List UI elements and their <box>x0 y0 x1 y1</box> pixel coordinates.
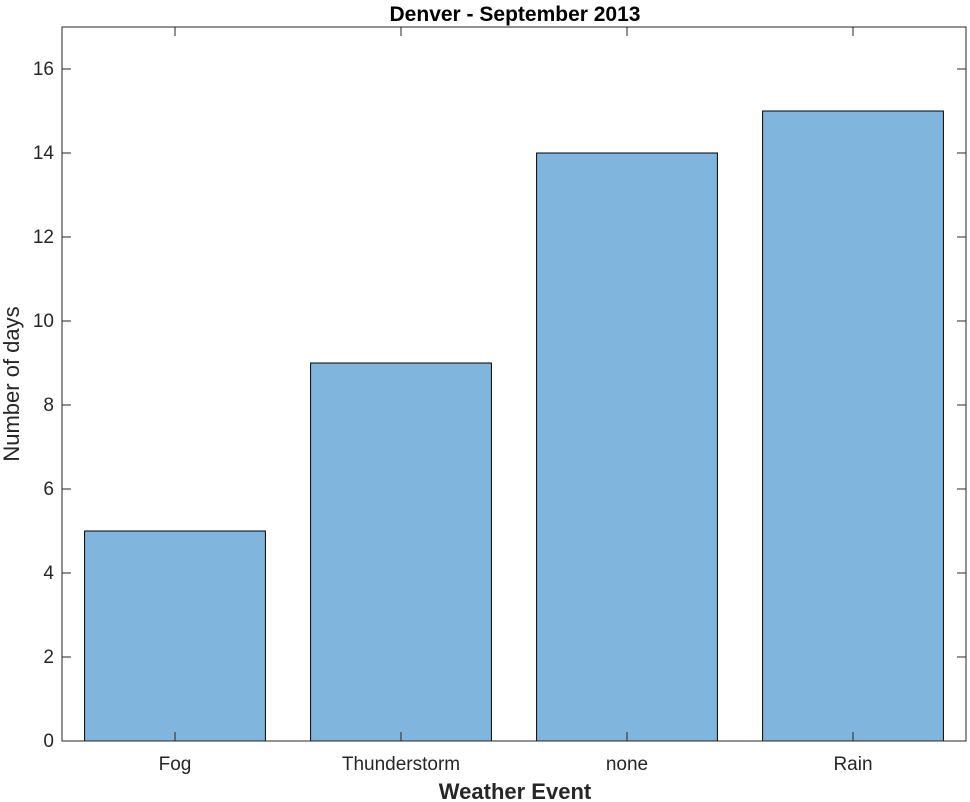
x-tick-label-rain: Rain <box>833 754 872 775</box>
plot-area: 0 2 4 6 8 10 12 14 16 Fog Thunderstorm none Rain <box>33 26 967 775</box>
x-tick-label-none: none <box>606 754 648 775</box>
y-tick-label: 8 <box>43 395 54 416</box>
bar-none <box>536 152 718 742</box>
y-tick-label: 10 <box>33 311 54 332</box>
y-tick-label: 16 <box>33 59 54 80</box>
y-tick-label: 12 <box>33 227 54 248</box>
chart-title: Denver - September 2013 <box>390 3 641 26</box>
y-tick-label: 0 <box>43 731 54 752</box>
bar-rain <box>762 110 944 742</box>
x-tick-label-thunderstorm: Thunderstorm <box>342 754 460 775</box>
y-tick-label: 4 <box>43 563 54 584</box>
y-tick-label: 2 <box>43 647 54 668</box>
y-tick-label: 6 <box>43 479 54 500</box>
axes-frame <box>61 26 967 742</box>
y-axis-label: Number of days <box>0 306 24 461</box>
y-tick-label: 14 <box>33 143 55 164</box>
x-axis-label: Weather Event <box>439 779 592 802</box>
bar-fog <box>84 530 266 742</box>
bar-thunderstorm <box>310 362 492 742</box>
x-tick-label-fog: Fog <box>159 754 192 775</box>
